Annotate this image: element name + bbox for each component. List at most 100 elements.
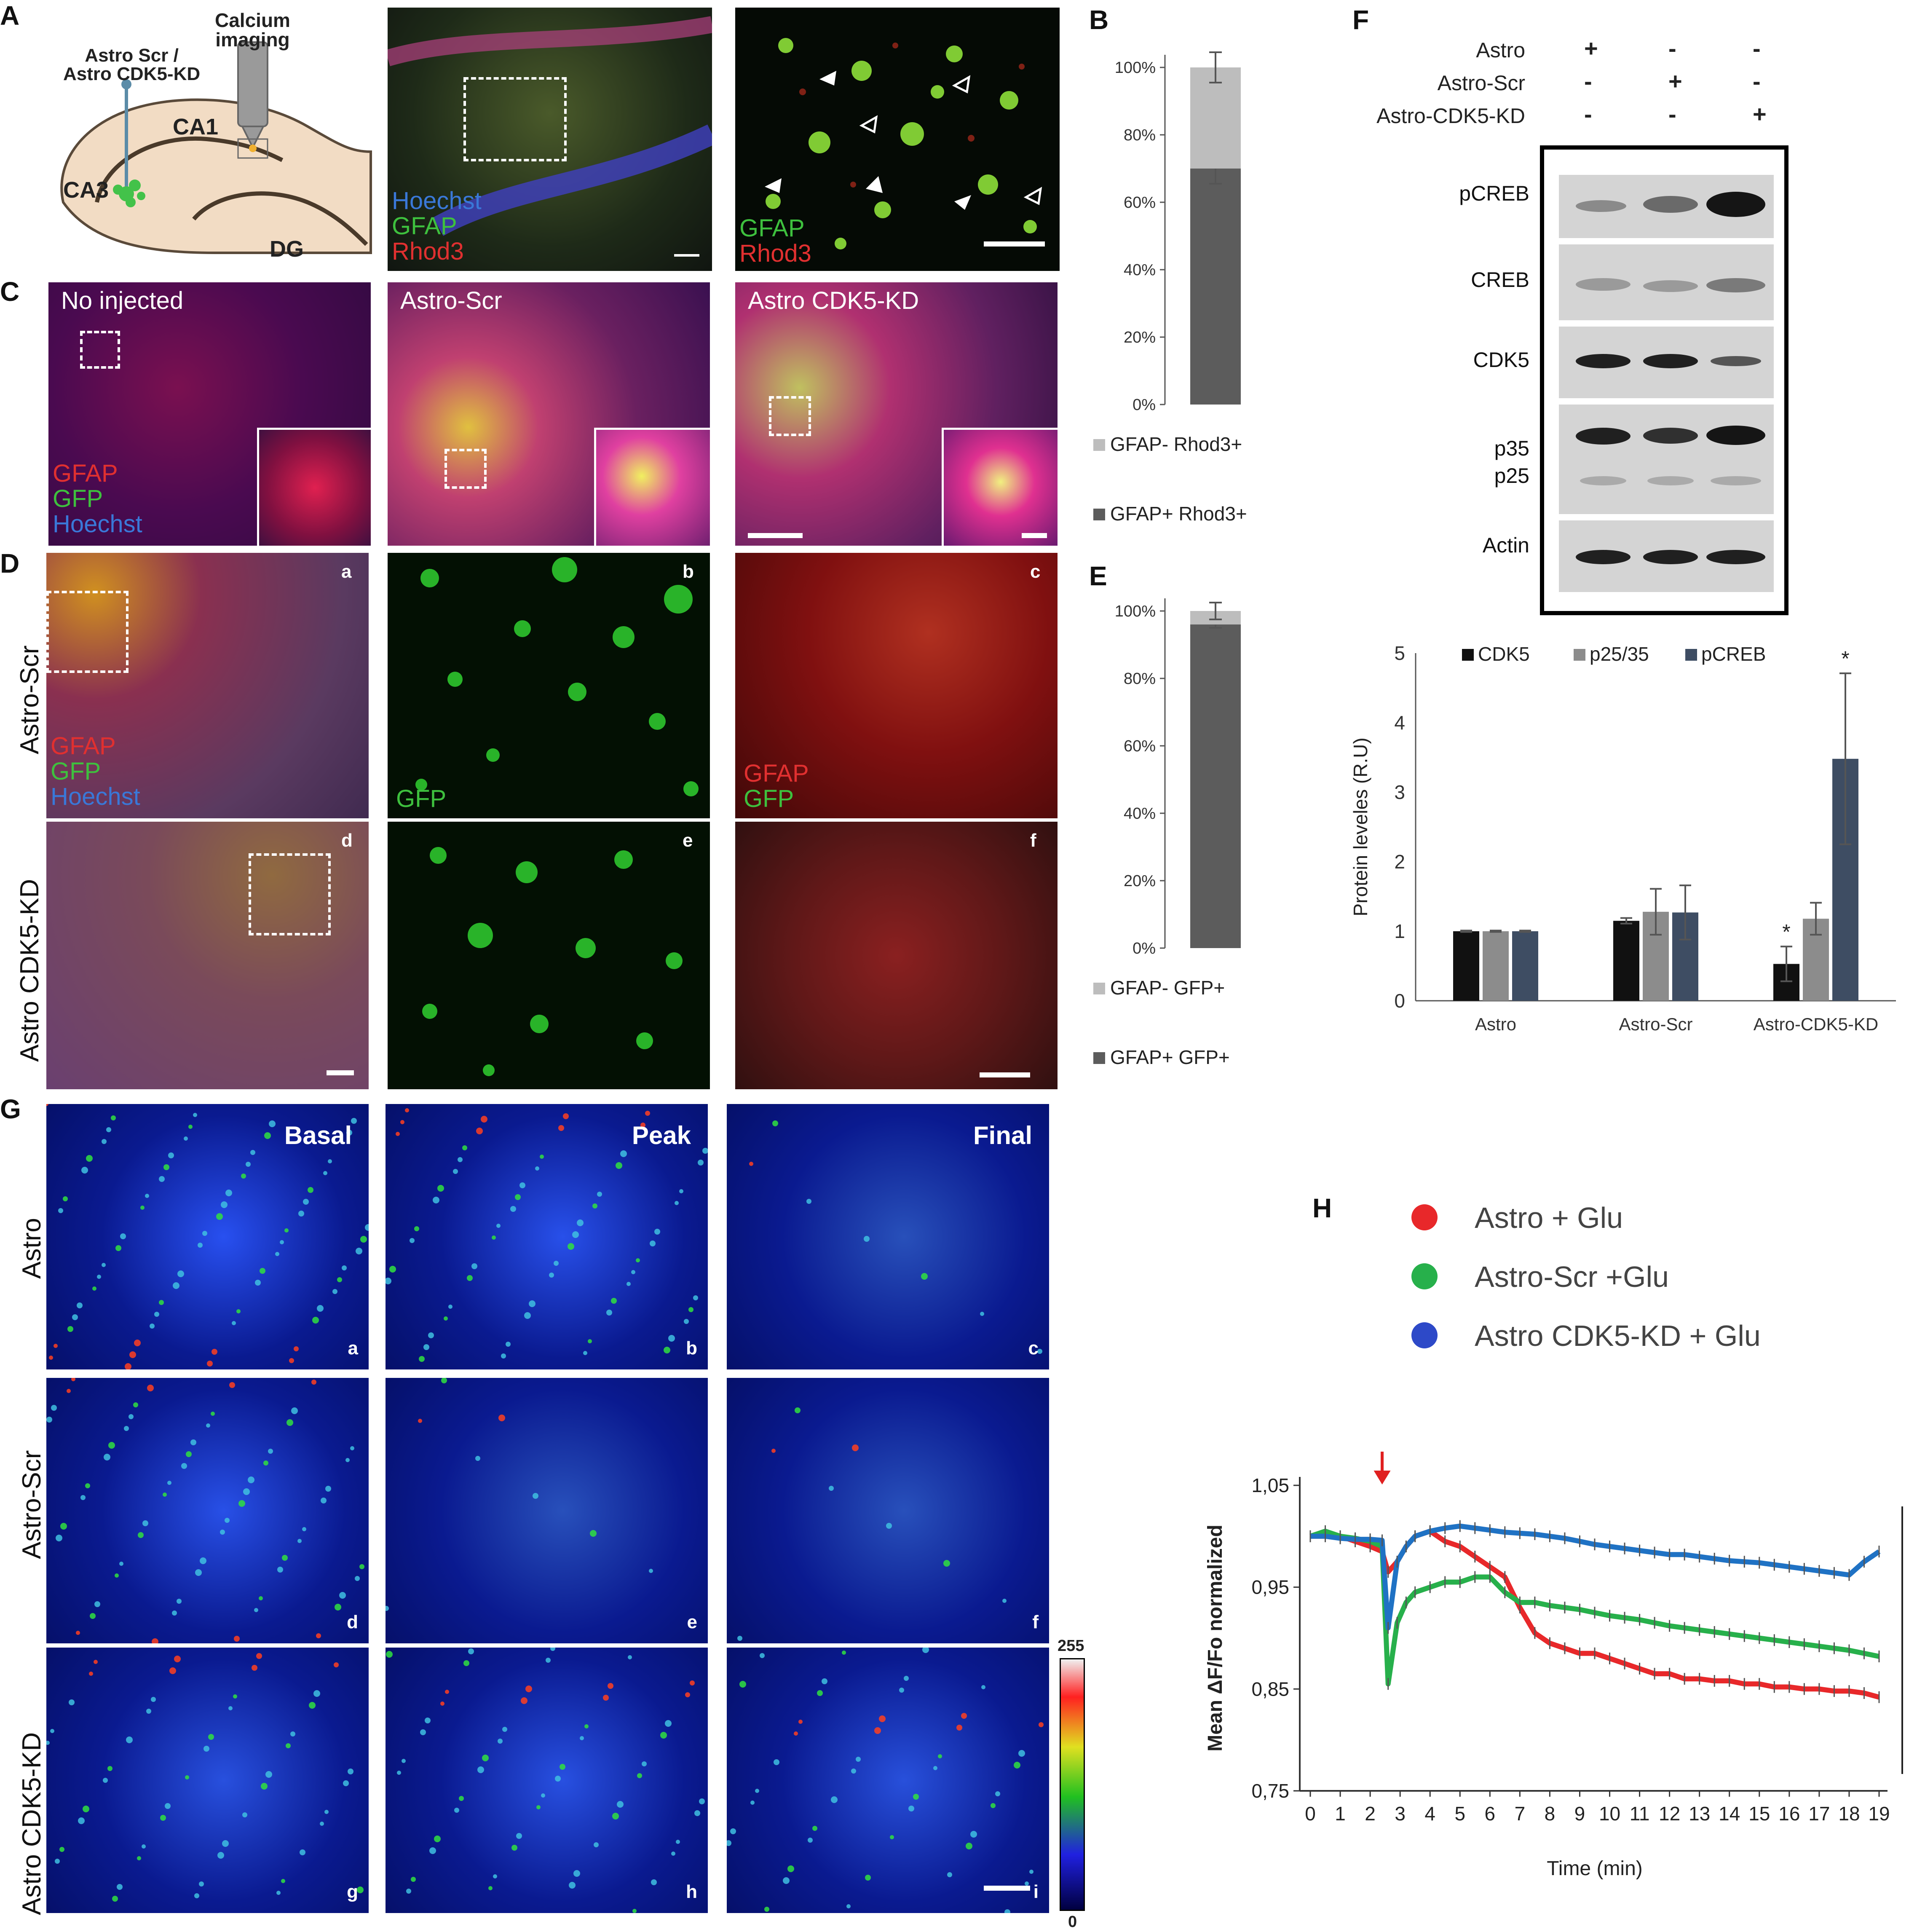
calcium-dot <box>129 1351 136 1358</box>
calcium-dot <box>321 1498 327 1503</box>
calcium-dot <box>463 1660 469 1666</box>
micrograph-d-a: a GFAP GFP Hoechst <box>46 553 369 818</box>
calcium-dot <box>981 1685 985 1689</box>
calcium-dot <box>675 1201 679 1205</box>
calcium-dot <box>671 1852 675 1856</box>
calcium-dot <box>97 1275 101 1279</box>
x-tick-label: 13 <box>1689 1803 1710 1825</box>
subpanel-letter: f <box>1032 1612 1039 1632</box>
calcium-dot <box>654 1229 660 1235</box>
micrograph-title: Astro-Scr <box>400 287 502 314</box>
calcium-dot <box>356 1248 362 1254</box>
subpanel-letter: c <box>1028 1338 1039 1359</box>
calcium-dot <box>206 1423 210 1428</box>
x-tick-label: Astro <box>1475 1014 1516 1034</box>
micrograph-d-e: e <box>388 822 710 1089</box>
legend-dot <box>1411 1204 1438 1230</box>
calcium-dot <box>498 1739 503 1744</box>
calcium-dot <box>783 1877 790 1884</box>
calcium-dot <box>477 1766 484 1773</box>
calcium-dot <box>286 1419 293 1426</box>
calcium-dot <box>454 1808 459 1813</box>
calcium-dot <box>429 1847 436 1854</box>
calcium-dot <box>345 1458 350 1462</box>
calcium-dot <box>798 1720 803 1724</box>
x-tick-label: 18 <box>1838 1803 1860 1825</box>
calcium-dot <box>320 1822 324 1826</box>
row-label: Astro-Scr <box>15 645 44 754</box>
calcium-dot <box>259 1596 263 1600</box>
region-dg: DG <box>270 236 304 262</box>
calcium-image: Peak b <box>386 1104 708 1369</box>
calcium-dot <box>515 1194 521 1200</box>
legend-dot <box>1411 1322 1438 1348</box>
calcium-dot <box>165 1803 171 1809</box>
calcium-dot <box>81 1167 88 1174</box>
calcium-dot <box>597 1192 602 1197</box>
calcium-dot <box>54 1344 58 1348</box>
calcium-dot <box>428 1332 434 1338</box>
calcium-dot <box>502 1727 507 1732</box>
calcium-dot <box>632 1909 637 1913</box>
calcium-dot <box>908 1806 914 1811</box>
calcium-dots <box>46 1104 369 1369</box>
calcium-dot <box>46 1104 48 1106</box>
calcium-dot <box>78 1817 85 1824</box>
calcium-dot <box>275 1252 279 1256</box>
calcium-dot <box>749 1162 753 1166</box>
calcium-dot <box>590 1530 597 1537</box>
calcium-dot <box>966 1843 972 1849</box>
calcium-dot <box>420 1729 426 1735</box>
y-tick-label: 80% <box>1124 670 1156 688</box>
calcium-dot <box>702 1148 708 1154</box>
calcium-dot <box>80 1495 86 1500</box>
calcium-dot <box>346 1130 352 1136</box>
calcium-dot <box>569 1882 576 1889</box>
calcium-dot <box>334 1662 339 1667</box>
calcium-dot <box>137 1856 141 1860</box>
calcium-dot <box>636 1258 640 1262</box>
calcium-dot <box>150 1324 155 1329</box>
subpanel-letter: b <box>686 1338 697 1359</box>
row-label: Astro <box>17 1218 46 1279</box>
legend-dot <box>1411 1263 1438 1289</box>
y-tick-label: 20% <box>1124 872 1156 890</box>
condition-mark: + <box>1668 68 1682 94</box>
calcium-dot <box>637 1773 642 1778</box>
calcium-dot <box>642 1761 647 1766</box>
calcium-dot <box>874 1727 881 1734</box>
calcium-dot <box>475 1456 480 1461</box>
calcium-dot <box>794 1731 798 1736</box>
micrograph-c2: Astro-Scr <box>388 282 710 546</box>
calcium-dot <box>282 1555 288 1561</box>
calcium-dot <box>679 1189 683 1193</box>
calcium-image: Final c <box>727 1104 1049 1369</box>
stain-label: GFP <box>396 785 447 812</box>
calcium-dot <box>190 1439 196 1445</box>
legend-label: GFAP- GFP+ <box>1110 977 1225 999</box>
calcium-dot <box>177 1599 182 1604</box>
calcium-dot <box>72 1314 78 1320</box>
calcium-dot <box>107 1766 112 1771</box>
calcium-dot <box>698 1160 704 1166</box>
calcium-dot <box>402 1759 406 1763</box>
calcium-dot <box>188 1125 193 1129</box>
calcium-dot <box>92 1286 96 1291</box>
calcium-dot <box>440 1702 444 1706</box>
legend-label: GFAP+ Rhod3+ <box>1110 503 1247 525</box>
calcium-dot <box>342 1265 347 1270</box>
panel-label-h: H <box>1312 1193 1332 1223</box>
calcium-dot <box>459 1796 464 1801</box>
calcium-dot <box>699 1798 705 1804</box>
calcium-dot <box>913 1794 919 1800</box>
calcium-dot <box>159 1176 165 1182</box>
calcium-dot <box>588 1339 592 1343</box>
calcium-dot <box>606 1310 612 1316</box>
calcium-dot <box>627 1282 631 1286</box>
scale-bar <box>980 1072 1030 1077</box>
calcium-dot <box>90 1613 96 1619</box>
calcium-dot <box>138 1532 144 1538</box>
stain-label: GFAP <box>392 212 457 240</box>
calcium-dot <box>337 1277 342 1282</box>
subpanel-letter: a <box>341 561 352 582</box>
